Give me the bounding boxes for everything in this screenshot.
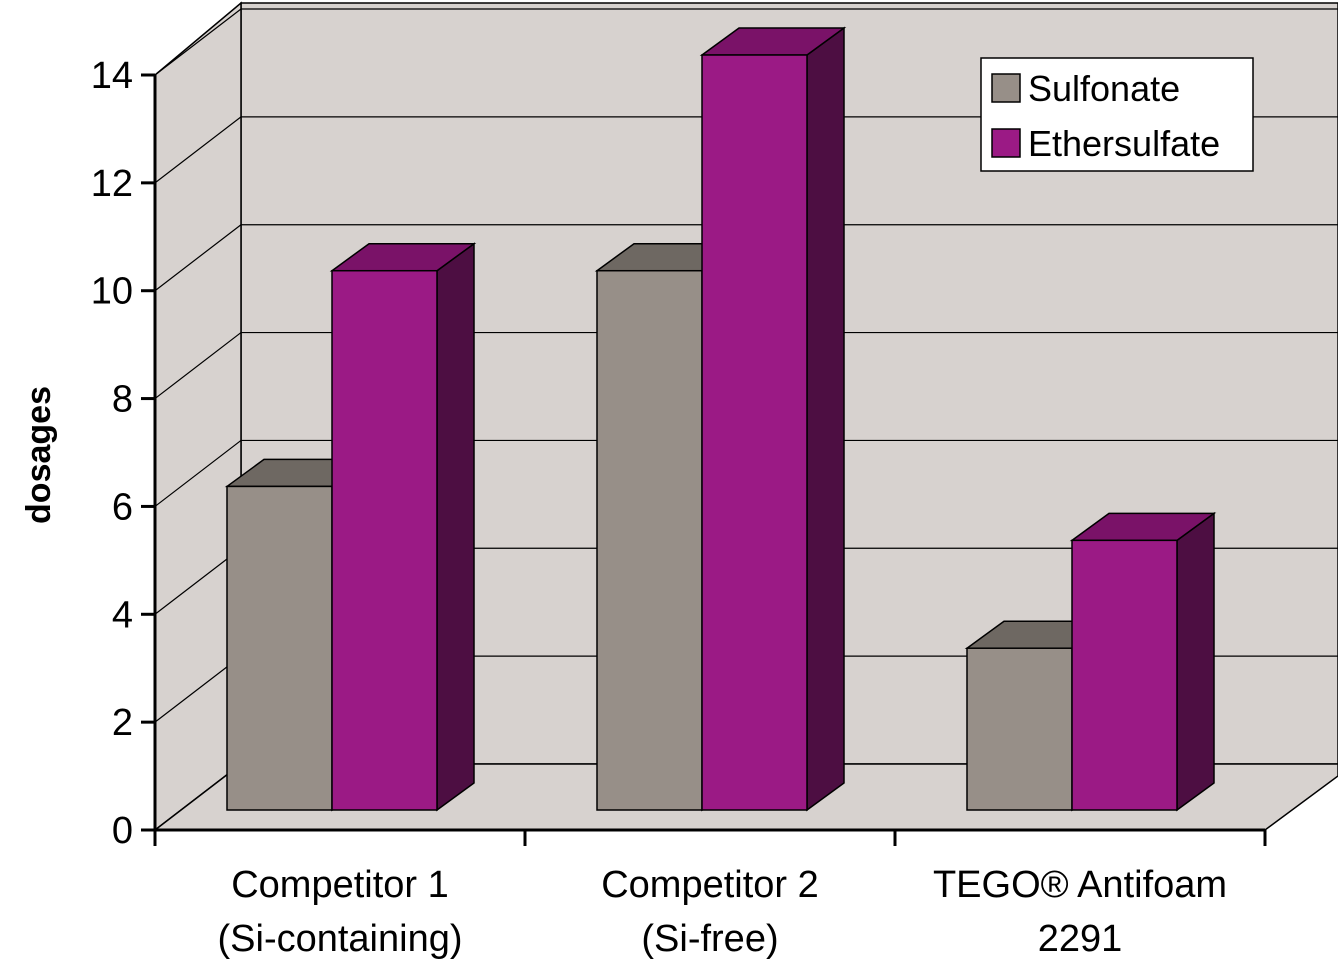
legend: Sulfonate Ethersulfate bbox=[980, 57, 1254, 172]
bar-side bbox=[806, 26, 845, 812]
legend-entry-label: Ethersulfate bbox=[1028, 123, 1220, 164]
x-category-label: Competitor 1 bbox=[231, 864, 449, 906]
bar-front bbox=[701, 54, 808, 811]
x-category-label: TEGO® Antifoam bbox=[933, 864, 1227, 906]
gridline bbox=[154, 8, 1338, 76]
bar-front bbox=[966, 647, 1073, 811]
y-axis-title: dosages bbox=[20, 386, 58, 524]
y-tick-label: 0 bbox=[112, 810, 133, 852]
gridline bbox=[154, 439, 1338, 507]
y-tick-label: 8 bbox=[112, 379, 133, 421]
gridline bbox=[154, 224, 1338, 292]
x-category-label: (Si-free) bbox=[641, 918, 778, 960]
bar-ethersulfate-2 bbox=[699, 26, 847, 812]
bar-ethersulfate-1 bbox=[329, 242, 477, 812]
bar-side bbox=[436, 242, 475, 812]
y-tick-label: 10 bbox=[91, 271, 133, 313]
bar-front bbox=[331, 269, 438, 811]
y-tick-label: 12 bbox=[91, 163, 133, 205]
bar-ethersulfate-3 bbox=[1069, 511, 1217, 812]
bars bbox=[224, 26, 1217, 812]
x-category-labels: Competitor 1 (Si-containing) Competitor 2 (… bbox=[218, 864, 1228, 960]
x-category-label: Competitor 2 bbox=[601, 864, 819, 906]
y-tick-label: 14 bbox=[91, 55, 133, 97]
legend-entry-label: Sulfonate bbox=[1028, 68, 1180, 109]
bar-front bbox=[1071, 539, 1178, 811]
bar-front bbox=[596, 269, 703, 811]
y-tick-label: 6 bbox=[112, 486, 133, 528]
y-tick-label: 4 bbox=[112, 594, 133, 636]
axes bbox=[141, 73, 1267, 846]
y-tick-labels: 0 2 4 6 8 10 12 14 bbox=[91, 55, 133, 852]
legend-box bbox=[980, 57, 1254, 172]
bar-front bbox=[226, 485, 333, 811]
x-category-label: 2291 bbox=[1038, 918, 1123, 960]
gridline bbox=[154, 116, 1338, 184]
gridline bbox=[154, 331, 1338, 400]
bar-side bbox=[1176, 511, 1215, 812]
legend-swatch bbox=[991, 73, 1021, 103]
x-category-label: (Si-containing) bbox=[218, 918, 463, 960]
gridlines bbox=[154, 8, 1338, 723]
y-tick-label: 2 bbox=[112, 702, 133, 744]
legend-swatch bbox=[991, 128, 1021, 158]
